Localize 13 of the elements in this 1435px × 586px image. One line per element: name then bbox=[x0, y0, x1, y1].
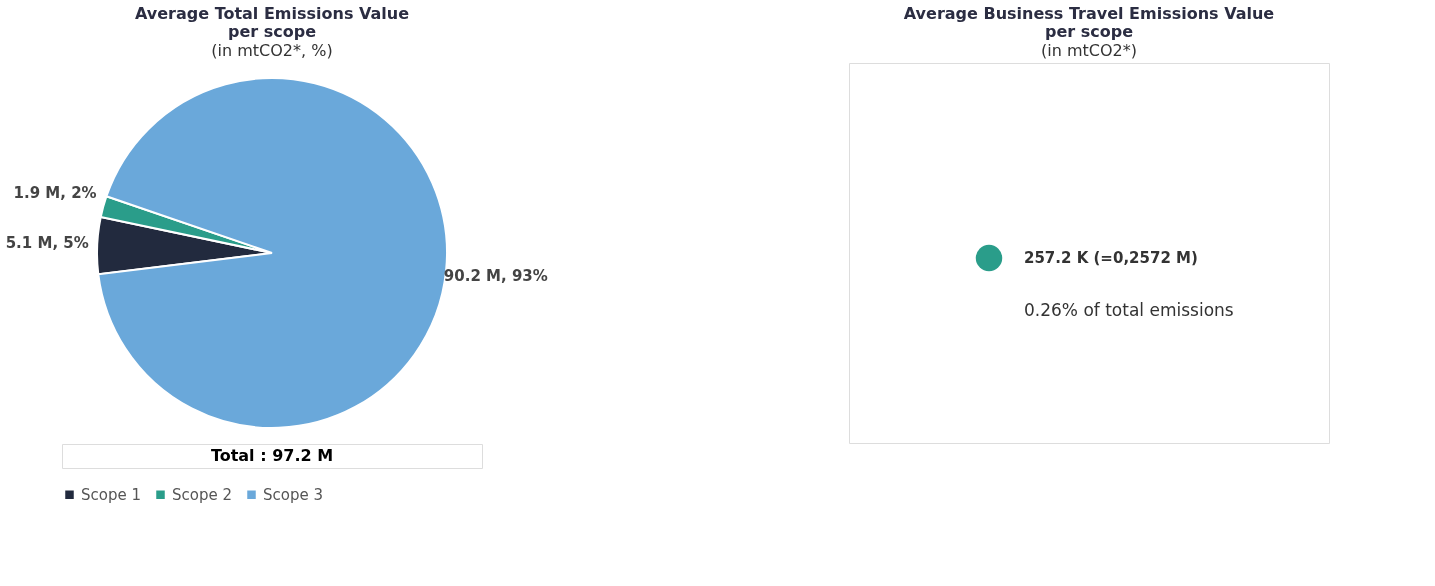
chart-subtitle: (in mtCO2*, %) bbox=[211, 41, 333, 60]
text: Average Business Travel Emissions Value per scope bbox=[903, 4, 1275, 41]
data-label: 90.2 M, 93% bbox=[443, 267, 548, 286]
text: 0.26% of total emissions bbox=[1024, 299, 1234, 320]
data-label: 257.2 K (=0,2572 M) bbox=[1024, 249, 1198, 267]
text: (in mtCO2*) bbox=[1041, 41, 1137, 60]
data-label: 1.9 M, 2% bbox=[13, 184, 97, 203]
legend-label: Scope 1 bbox=[81, 485, 142, 504]
chart-title: Average Total Emissions Value per scope bbox=[134, 4, 410, 41]
legend-label: Scope 3 bbox=[263, 485, 324, 504]
text: Total : 97.2 M bbox=[210, 446, 334, 465]
data-label: 5.1 M, 5% bbox=[5, 234, 89, 253]
legend-label: Scope 2 bbox=[172, 485, 233, 504]
